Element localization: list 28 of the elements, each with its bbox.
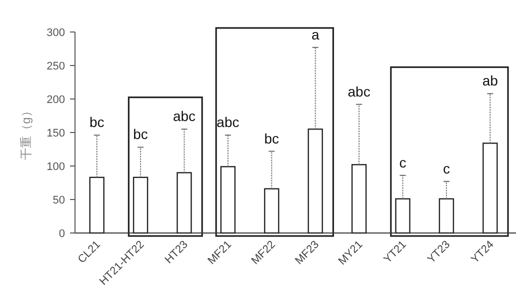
annotation: c [399,154,406,170]
bar [395,198,410,234]
bar [308,128,323,234]
annotation: abc [216,114,240,130]
annotation: bc [89,114,104,130]
bar [438,198,454,234]
bar [351,164,367,234]
y-tick-label: 200 [46,94,65,106]
annotation: abc [172,108,196,124]
bar [220,166,236,234]
bar [132,176,148,234]
y-tick-label: 0 [58,228,65,240]
annotation: ab [482,72,498,89]
y-tick-label: 100 [46,161,65,173]
bar [89,176,104,234]
bar [482,142,498,234]
y-tick-label: 50 [52,194,65,206]
bar [176,172,192,234]
annotation: c [442,160,450,176]
y-tick-label: 300 [46,27,65,39]
annotation: abc [348,83,370,100]
annotation: bc [133,126,148,142]
annotation: bc [264,130,280,146]
bar [264,188,280,234]
y-tick-label: 150 [46,128,65,140]
y-axis-title: 干重（g） [19,105,33,160]
annotation: a [311,26,320,42]
y-tick-label: 250 [46,60,65,72]
